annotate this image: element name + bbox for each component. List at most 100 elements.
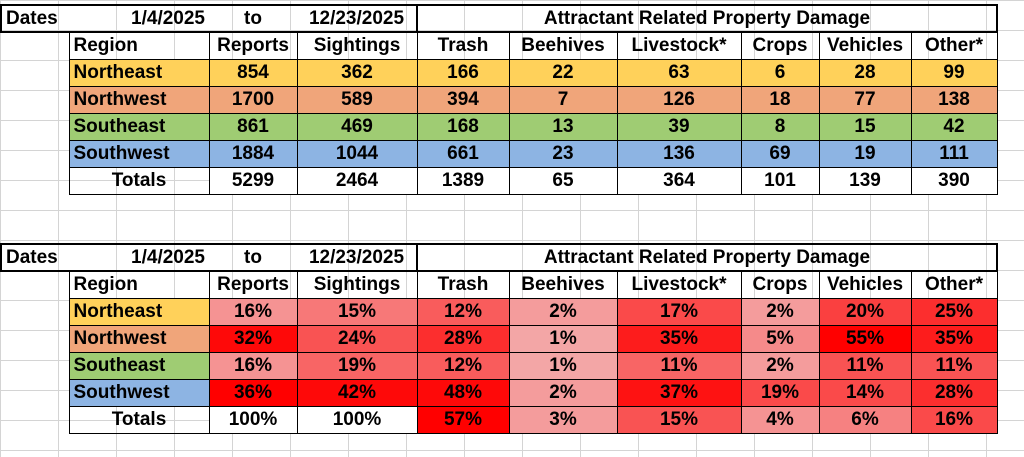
region-cell-southwest: Southwest bbox=[68, 139, 210, 168]
dates-label: Dates bbox=[0, 4, 69, 33]
damage-title: Attractant Related Property Damage bbox=[417, 243, 998, 272]
value-cell-trash: 168 bbox=[416, 112, 510, 141]
value-cell-vehicles: 55% bbox=[818, 324, 912, 353]
region-cell-southeast: Southeast bbox=[68, 112, 210, 141]
value-cell-crops: 5% bbox=[740, 324, 820, 353]
total-cell-vehicles: 6% bbox=[818, 405, 912, 434]
col-crops: Crops bbox=[740, 31, 820, 60]
start-date: 1/4/2025 bbox=[69, 243, 209, 272]
col-vehicles: Vehicles bbox=[818, 31, 912, 60]
value-cell-reports: 861 bbox=[208, 112, 298, 141]
value-cell-livestock: 39 bbox=[616, 112, 742, 141]
value-cell-beehives: 23 bbox=[508, 139, 618, 168]
value-cell-trash: 394 bbox=[416, 85, 510, 114]
end-date: 12/23/2025 bbox=[297, 243, 418, 272]
value-cell-vehicles: 20% bbox=[818, 297, 912, 326]
value-cell-beehives: 13 bbox=[508, 112, 618, 141]
value-cell-trash: 166 bbox=[416, 58, 510, 87]
value-cell-reports: 854 bbox=[208, 58, 298, 87]
col-region: Region bbox=[68, 31, 210, 60]
total-cell-crops: 4% bbox=[740, 405, 820, 434]
region-cell-southeast: Southeast bbox=[68, 351, 210, 380]
value-cell-crops: 69 bbox=[740, 139, 820, 168]
value-cell-crops: 18 bbox=[740, 85, 820, 114]
col-trash: Trash bbox=[416, 270, 510, 299]
totals-label: Totals bbox=[68, 166, 210, 195]
value-cell-other: 99 bbox=[910, 58, 998, 87]
value-cell-crops: 2% bbox=[740, 297, 820, 326]
table-row: Southwest 36% 42% 48% 2% 37% 19% 14% 28% bbox=[1, 378, 998, 407]
value-cell-trash: 48% bbox=[416, 378, 510, 407]
value-cell-reports: 32% bbox=[208, 324, 298, 353]
value-cell-crops: 19% bbox=[740, 378, 820, 407]
col-other: Other* bbox=[910, 31, 998, 60]
totals-row: Totals 100% 100% 57% 3% 15% 4% 6% 16% bbox=[1, 405, 998, 434]
value-cell-sightings: 1044 bbox=[296, 139, 418, 168]
value-cell-reports: 1884 bbox=[208, 139, 298, 168]
value-cell-trash: 12% bbox=[416, 297, 510, 326]
totals-row: Totals 5299 2464 1389 65 364 101 139 390 bbox=[1, 166, 998, 195]
region-cell-southwest: Southwest bbox=[68, 378, 210, 407]
total-cell-other: 16% bbox=[910, 405, 998, 434]
value-cell-other: 138 bbox=[910, 85, 998, 114]
value-cell-sightings: 24% bbox=[296, 324, 418, 353]
total-cell-crops: 101 bbox=[740, 166, 820, 195]
col-other: Other* bbox=[910, 270, 998, 299]
table-row: Northwest 32% 24% 28% 1% 35% 5% 55% 35% bbox=[1, 324, 998, 353]
to-label: to bbox=[209, 243, 297, 272]
value-cell-beehives: 1% bbox=[508, 324, 618, 353]
value-cell-sightings: 362 bbox=[296, 58, 418, 87]
total-cell-reports: 5299 bbox=[208, 166, 298, 195]
value-cell-beehives: 22 bbox=[508, 58, 618, 87]
col-trash: Trash bbox=[416, 31, 510, 60]
value-cell-reports: 1700 bbox=[208, 85, 298, 114]
region-cell-northwest: Northwest bbox=[68, 324, 210, 353]
col-livestock: Livestock* bbox=[616, 270, 742, 299]
dates-label: Dates bbox=[0, 243, 69, 272]
value-cell-sightings: 15% bbox=[296, 297, 418, 326]
value-cell-other: 28% bbox=[910, 378, 998, 407]
total-cell-trash: 57% bbox=[416, 405, 510, 434]
total-cell-beehives: 3% bbox=[508, 405, 618, 434]
value-cell-sightings: 19% bbox=[296, 351, 418, 380]
total-cell-vehicles: 139 bbox=[818, 166, 912, 195]
col-reports: Reports bbox=[208, 31, 298, 60]
total-cell-livestock: 364 bbox=[616, 166, 742, 195]
table-row: Northeast 854 362 166 22 63 6 28 99 bbox=[1, 58, 998, 87]
counts-table: Dates 1/4/2025 to 12/23/2025 Attractant … bbox=[0, 4, 998, 195]
value-cell-livestock: 11% bbox=[616, 351, 742, 380]
to-label: to bbox=[209, 4, 297, 33]
value-cell-reports: 36% bbox=[208, 378, 298, 407]
value-cell-other: 35% bbox=[910, 324, 998, 353]
value-cell-vehicles: 28 bbox=[818, 58, 912, 87]
value-cell-other: 42 bbox=[910, 112, 998, 141]
value-cell-vehicles: 11% bbox=[818, 351, 912, 380]
region-cell-northeast: Northeast bbox=[68, 58, 210, 87]
date-header-row: Dates 1/4/2025 to 12/23/2025 Attractant … bbox=[0, 243, 998, 272]
value-cell-trash: 28% bbox=[416, 324, 510, 353]
total-cell-reports: 100% bbox=[208, 405, 298, 434]
value-cell-beehives: 1% bbox=[508, 351, 618, 380]
total-cell-sightings: 2464 bbox=[296, 166, 418, 195]
date-header-row: Dates 1/4/2025 to 12/23/2025 Attractant … bbox=[0, 4, 998, 33]
col-crops: Crops bbox=[740, 270, 820, 299]
value-cell-livestock: 63 bbox=[616, 58, 742, 87]
col-beehives: Beehives bbox=[508, 31, 618, 60]
region-cell-northeast: Northeast bbox=[68, 297, 210, 326]
table-row: Southeast 16% 19% 12% 1% 11% 2% 11% 11% bbox=[1, 351, 998, 380]
region-cell-northwest: Northwest bbox=[68, 85, 210, 114]
col-livestock: Livestock* bbox=[616, 31, 742, 60]
table-row: Southeast 861 469 168 13 39 8 15 42 bbox=[1, 112, 998, 141]
value-cell-vehicles: 19 bbox=[818, 139, 912, 168]
value-cell-vehicles: 77 bbox=[818, 85, 912, 114]
col-vehicles: Vehicles bbox=[818, 270, 912, 299]
end-date: 12/23/2025 bbox=[297, 4, 418, 33]
value-cell-vehicles: 15 bbox=[818, 112, 912, 141]
percent-table: Dates 1/4/2025 to 12/23/2025 Attractant … bbox=[0, 243, 998, 434]
damage-title: Attractant Related Property Damage bbox=[417, 4, 998, 33]
column-header-row: Region Reports Sightings Trash Beehives … bbox=[1, 31, 998, 60]
value-cell-beehives: 2% bbox=[508, 378, 618, 407]
value-cell-beehives: 7 bbox=[508, 85, 618, 114]
col-sightings: Sightings bbox=[296, 270, 418, 299]
value-cell-livestock: 35% bbox=[616, 324, 742, 353]
